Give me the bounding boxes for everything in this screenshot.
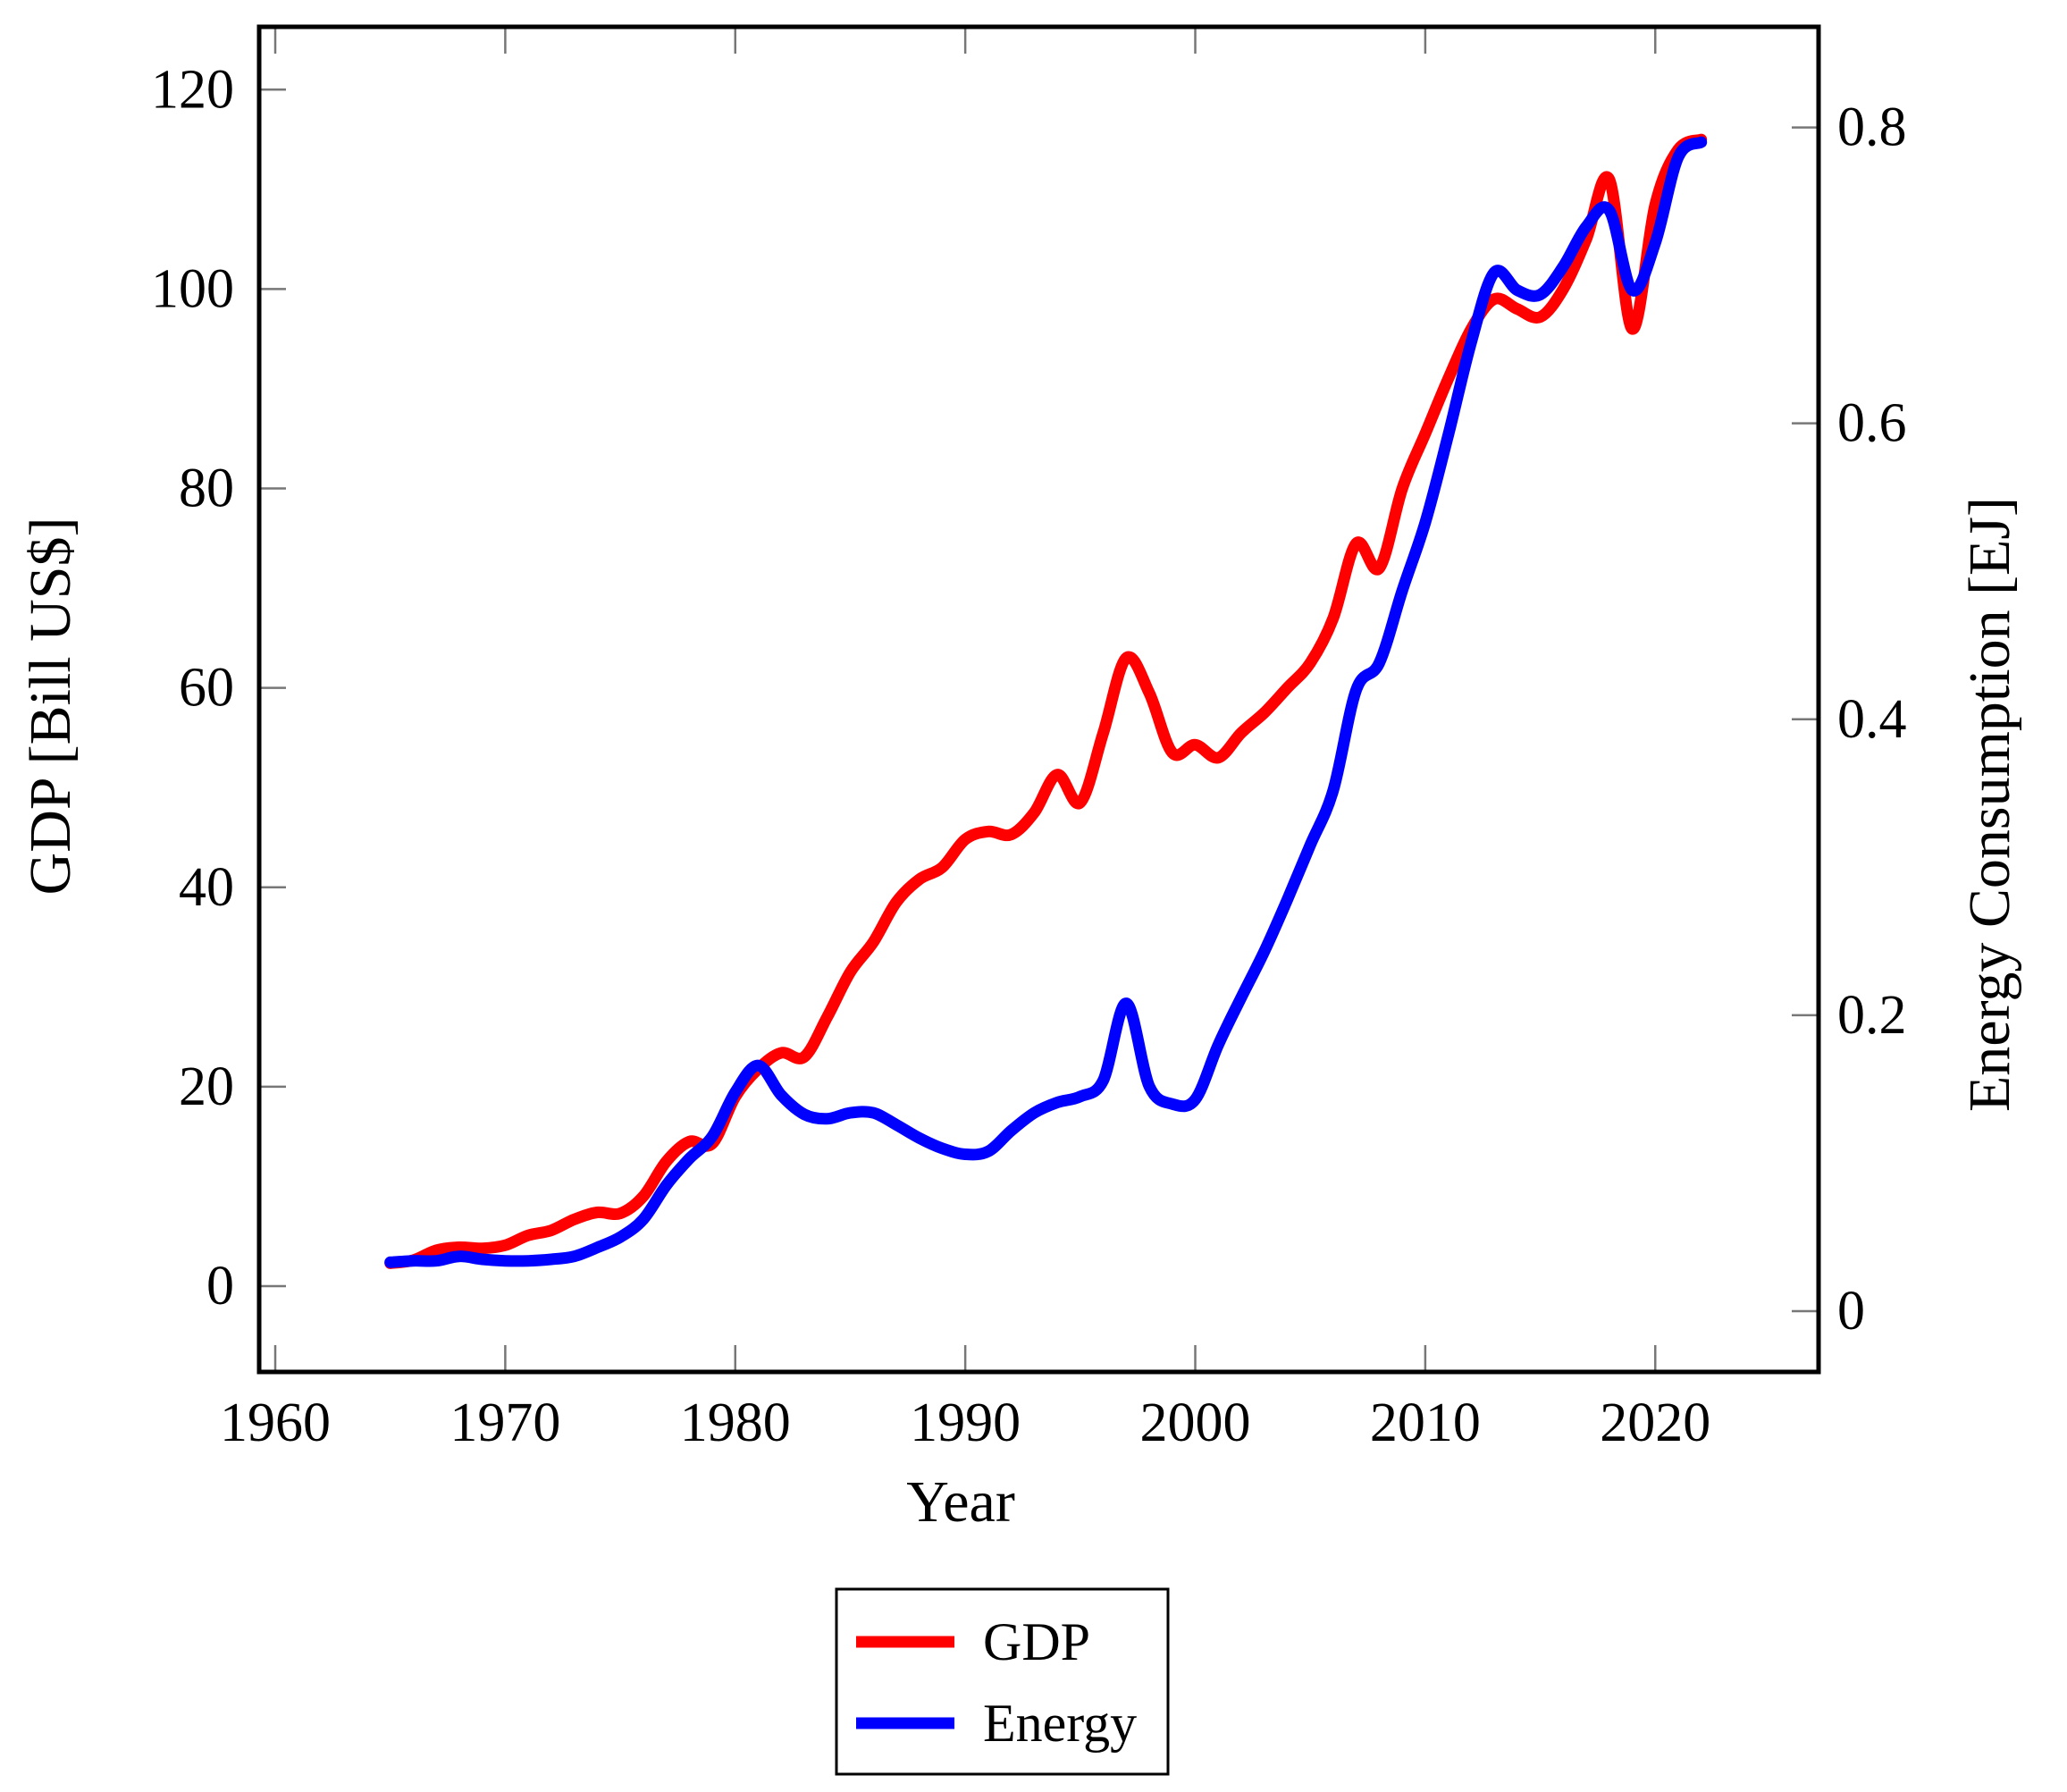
legend-gdp-label: GDP: [983, 1612, 1090, 1671]
left-y-tick-label: 40: [179, 857, 234, 918]
left-y-tick-label: 80: [179, 459, 234, 519]
right-y-tick-label: 0.8: [1837, 97, 1907, 158]
x-tick-label: 2020: [1600, 1392, 1710, 1453]
right-y-axis-title: Energy Consumption [EJ]: [1957, 497, 2022, 1112]
gdp-series-line: [384, 133, 1708, 1269]
left-y-axis-title: GDP [Bill US$]: [18, 517, 83, 896]
x-tick-label: 1990: [910, 1392, 1021, 1453]
left-y-tick-label: 20: [179, 1056, 234, 1117]
left-y-tick-label: 0: [206, 1256, 234, 1317]
legend-energy-label: Energy: [983, 1694, 1137, 1753]
energy-series-line: [384, 136, 1708, 1268]
left-y-tick-label: 120: [151, 59, 234, 120]
x-tick-label: 2010: [1370, 1392, 1481, 1453]
right-y-tick-label: 0.2: [1837, 985, 1907, 1046]
x-tick-label: 1970: [450, 1392, 560, 1453]
legend: GDP Energy: [835, 1587, 1170, 1776]
x-tick-label: 2000: [1140, 1392, 1251, 1453]
x-tick-label: 1960: [220, 1392, 331, 1453]
plot-border: [256, 24, 1821, 1375]
x-tick-label: 1980: [680, 1392, 791, 1453]
plot-area: 1960 1970 1980 1990 2000 2010 2020 0 20 40 60 80 100…: [151, 24, 1907, 1453]
right-y-tick-label: 0.6: [1837, 393, 1907, 454]
left-y-tick-label: 60: [179, 658, 234, 719]
legend-box: [835, 1587, 1170, 1776]
right-y-tick-label: 0.4: [1837, 689, 1907, 750]
x-axis-title: Year: [906, 1469, 1015, 1535]
left-y-tick-label: 100: [151, 258, 234, 319]
right-y-tick-label: 0: [1837, 1281, 1865, 1342]
